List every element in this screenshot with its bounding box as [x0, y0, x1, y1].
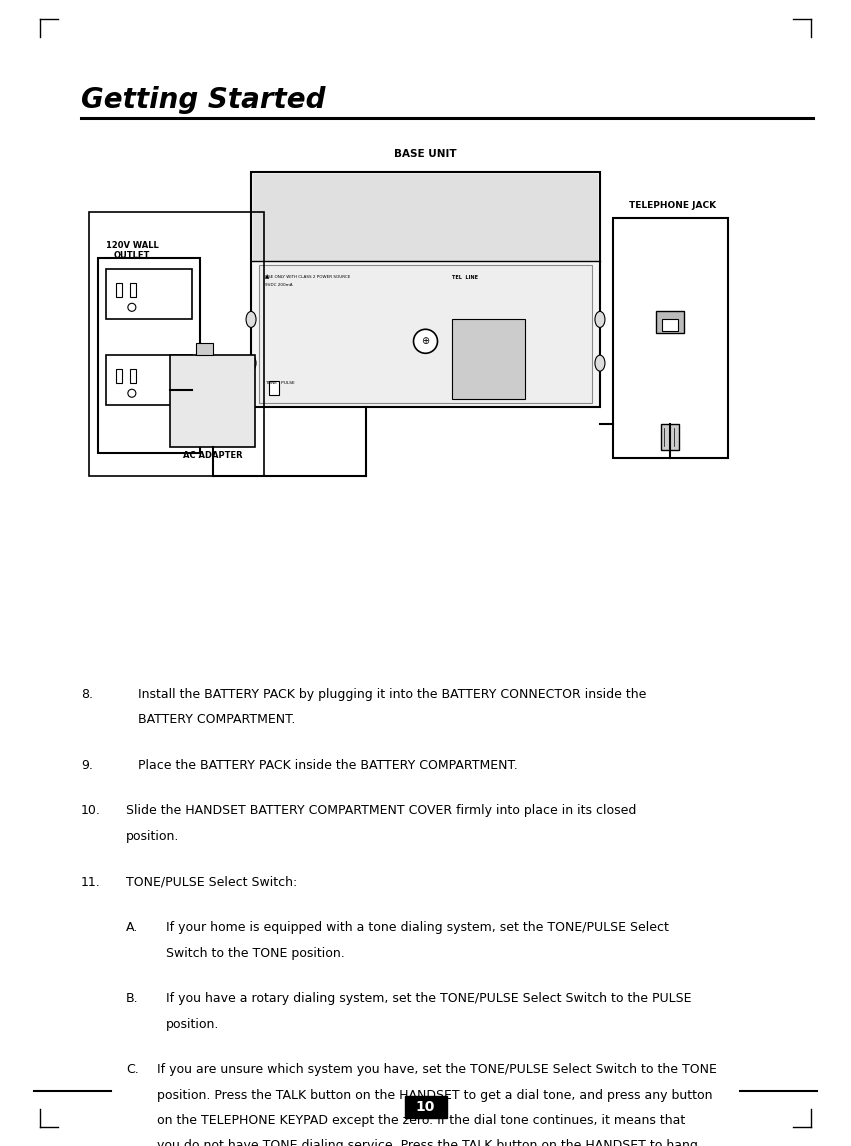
Bar: [661, 424, 679, 450]
Text: BATTERY COMPARTMENT.: BATTERY COMPARTMENT.: [138, 713, 295, 725]
Ellipse shape: [595, 312, 605, 328]
Text: If your home is equipped with a tone dialing system, set the TONE/PULSE Select: If your home is equipped with a tone dia…: [166, 921, 669, 934]
Bar: [251, 172, 600, 407]
Text: C.: C.: [126, 1063, 139, 1076]
Bar: [98, 258, 200, 453]
Bar: [89, 212, 264, 476]
Bar: [106, 269, 192, 320]
Text: ▲: ▲: [265, 274, 269, 280]
Text: B.: B.: [126, 992, 139, 1005]
Text: If you have a rotary dialing system, set the TONE/PULSE Select Switch to the PUL: If you have a rotary dialing system, set…: [166, 992, 692, 1005]
Text: AC ADAPTER: AC ADAPTER: [183, 450, 243, 460]
Text: 120V WALL
OUTLET: 120V WALL OUTLET: [106, 241, 158, 260]
Bar: [170, 355, 255, 447]
Text: 10: 10: [416, 1100, 435, 1114]
Text: 10.: 10.: [81, 804, 100, 817]
Text: 11.: 11.: [81, 876, 100, 888]
Bar: [269, 380, 279, 395]
Bar: [253, 174, 598, 261]
Bar: [404, 1096, 447, 1118]
Text: position.: position.: [126, 830, 180, 842]
Text: on the TELEPHONE KEYPAD except the zero. If the dial tone continues, it means th: on the TELEPHONE KEYPAD except the zero.…: [157, 1114, 686, 1127]
Text: Slide the HANDSET BATTERY COMPARTMENT COVER firmly into place in its closed: Slide the HANDSET BATTERY COMPARTMENT CO…: [126, 804, 637, 817]
Text: Place the BATTERY PACK inside the BATTERY COMPARTMENT.: Place the BATTERY PACK inside the BATTER…: [138, 759, 517, 771]
Bar: [662, 320, 678, 331]
Text: TELEPHONE JACK: TELEPHONE JACK: [629, 201, 716, 210]
Circle shape: [414, 329, 437, 353]
Bar: [116, 283, 122, 297]
Text: position.: position.: [166, 1018, 220, 1030]
Text: ⊕: ⊕: [421, 336, 430, 346]
Bar: [196, 344, 213, 355]
Text: 9.: 9.: [81, 759, 93, 771]
Bar: [130, 369, 136, 383]
Bar: [656, 312, 684, 333]
Circle shape: [128, 390, 136, 398]
Text: 9VDC 200mA: 9VDC 200mA: [265, 283, 293, 288]
Text: you do not have TONE dialing service. Press the TALK button on the HANDSET to ha: you do not have TONE dialing service. Pr…: [157, 1139, 699, 1146]
Text: USE ONLY WITH CLASS 2 POWER SOURCE: USE ONLY WITH CLASS 2 POWER SOURCE: [265, 275, 351, 280]
Ellipse shape: [595, 355, 605, 371]
Bar: [106, 355, 192, 406]
Text: If you are unsure which system you have, set the TONE/PULSE Select Switch to the: If you are unsure which system you have,…: [157, 1063, 717, 1076]
Bar: [130, 283, 136, 297]
Text: TONE   PULSE: TONE PULSE: [265, 380, 294, 385]
Bar: [116, 369, 122, 383]
Text: Getting Started: Getting Started: [81, 86, 325, 113]
Ellipse shape: [246, 355, 256, 371]
Text: TONE/PULSE Select Switch:: TONE/PULSE Select Switch:: [126, 876, 297, 888]
Text: A.: A.: [126, 921, 138, 934]
Text: Switch to the TONE position.: Switch to the TONE position.: [166, 947, 345, 959]
Bar: [613, 218, 728, 458]
Text: 8.: 8.: [81, 688, 93, 700]
Ellipse shape: [246, 312, 256, 328]
Circle shape: [128, 304, 136, 312]
Bar: [259, 265, 592, 403]
Text: BASE UNIT: BASE UNIT: [394, 149, 457, 159]
Bar: [452, 319, 525, 399]
Text: Install the BATTERY PACK by plugging it into the BATTERY CONNECTOR inside the: Install the BATTERY PACK by plugging it …: [138, 688, 646, 700]
Text: TEL  LINE: TEL LINE: [452, 275, 478, 280]
Text: position. Press the TALK button on the HANDSET to get a dial tone, and press any: position. Press the TALK button on the H…: [157, 1089, 713, 1101]
